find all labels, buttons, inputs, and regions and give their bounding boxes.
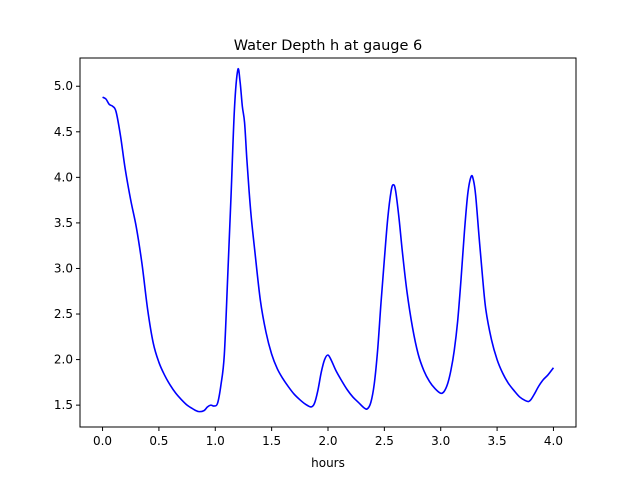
y-tick-label: 1.5 [54,398,73,412]
x-tick-label: 1.0 [206,434,225,448]
x-tick-label: 3.5 [488,434,507,448]
chart-title: Water Depth h at gauge 6 [234,38,422,54]
x-tick-label: 4.0 [544,434,563,448]
x-tick-label: 0.5 [149,434,168,448]
plot-frame [79,57,577,428]
x-axis-label: hours [311,456,345,470]
x-tick-label: 3.0 [431,434,450,448]
y-tick-label: 2.5 [54,307,73,321]
ticks: 0.0 0.5 1.0 1.5 2.0 2.5 3.0 3.5 4.0 1.5 2.0 2.5 3.0 3… [54,79,563,448]
y-tick-label: 3.0 [54,261,73,275]
y-tick-label: 4.5 [54,125,73,139]
y-tick-label: 5.0 [54,79,73,93]
series-layer [102,67,555,413]
series-line [102,67,555,413]
x-tick-label: 2.0 [318,434,337,448]
y-tick-label: 3.5 [54,216,73,230]
y-tick-label: 4.0 [54,170,73,184]
y-tick-label: 2.0 [54,353,73,367]
x-tick-label: 2.5 [375,434,394,448]
x-tick-label: 0.0 [93,434,112,448]
x-tick-label: 1.5 [262,434,281,448]
